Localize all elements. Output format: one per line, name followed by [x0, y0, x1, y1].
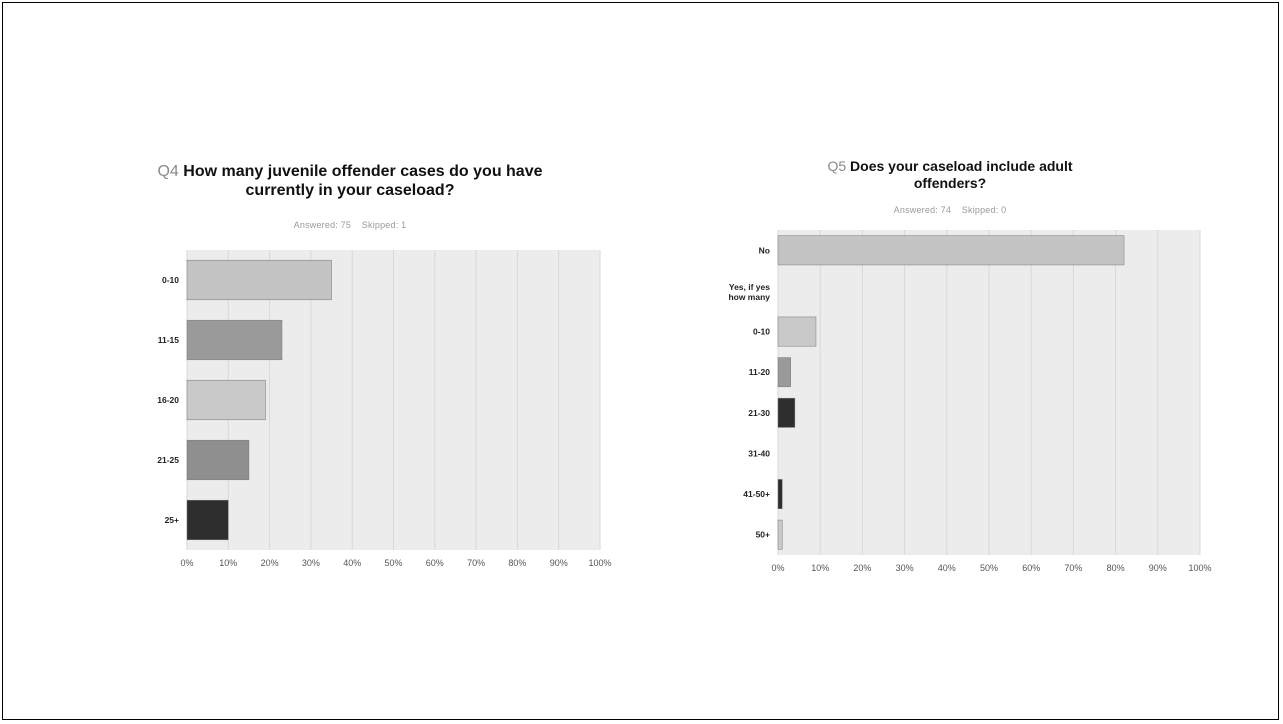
chart1-x-tick-label: 90% — [550, 558, 568, 568]
chart2-category-label: Yes, if yes how many — [728, 282, 770, 302]
chart1-x-tick-label: 10% — [219, 558, 237, 568]
chart2-bar — [777, 235, 1125, 266]
chart1-title: Q4 How many juvenile offender cases do y… — [150, 162, 550, 200]
chart2-skipped: Skipped: 0 — [961, 205, 1007, 215]
chart1-x-tick-label: 60% — [426, 558, 444, 568]
chart1-category-label: 0-10 — [162, 275, 179, 285]
chart2-x-tick-label: 20% — [853, 563, 871, 573]
chart1-x-tick-label: 50% — [384, 558, 402, 568]
chart2-category-label: 21-30 — [748, 408, 770, 418]
chart1-bar — [186, 379, 266, 421]
chart2-bar — [777, 479, 783, 509]
chart2-answered: Answered: 74 — [893, 205, 952, 215]
chart2-bar — [777, 357, 791, 388]
chart1-skipped: Skipped: 1 — [361, 220, 407, 230]
chart1-question-number: Q4 — [157, 163, 179, 180]
chart2-category-label: 0-10 — [753, 327, 770, 337]
chart1-bar — [186, 319, 283, 361]
chart2-question-number: Q5 — [827, 158, 847, 174]
chart2-response-counts: Answered: 74 Skipped: 0 — [790, 205, 1110, 215]
chart1-x-tick-label: 0% — [180, 558, 193, 568]
chart1-x-tick-label: 80% — [508, 558, 526, 568]
chart1-x-tick-label: 40% — [343, 558, 361, 568]
chart1-x-tick-label: 100% — [588, 558, 611, 568]
chart2-x-tick-label: 70% — [1064, 563, 1082, 573]
chart1-response-counts: Answered: 75 Skipped: 1 — [200, 220, 500, 230]
chart2-x-tick-label: 80% — [1107, 563, 1125, 573]
chart1-bar — [186, 259, 332, 301]
chart2-question-text: Does your caseload include adult offende… — [850, 158, 1073, 191]
chart2-category-label: 50+ — [756, 530, 770, 540]
chart2-category-label: 11-20 — [749, 367, 771, 377]
chart2-x-tick-label: 30% — [896, 563, 914, 573]
chart2-category-label: 41-50+ — [743, 489, 770, 499]
chart1-answered: Answered: 75 — [293, 220, 352, 230]
chart2-x-tick-label: 50% — [980, 563, 998, 573]
chart1-x-tick-label: 20% — [261, 558, 279, 568]
chart1-bar — [186, 439, 250, 481]
chart2-x-tick-label: 0% — [771, 563, 784, 573]
chart1-category-label: 21-25 — [157, 455, 179, 465]
chart1-category-label: 16-20 — [157, 395, 179, 405]
chart2-category-label: No — [759, 245, 770, 255]
chart2-bar — [777, 316, 817, 347]
chart1-category-label: 25+ — [165, 515, 179, 525]
chart2-bar — [777, 519, 783, 550]
chart1-x-tick-label: 30% — [302, 558, 320, 568]
chart2-x-tick-label: 100% — [1188, 563, 1211, 573]
chart2-category-label: 31-40 — [748, 448, 770, 458]
chart2-plot: 0% 10% 20% 30% 40% 50% 60% 70% 80% 90% 100% No Yes, … — [728, 230, 1212, 573]
chart2-title: Q5 Does your caseload include adult offe… — [790, 158, 1110, 192]
chart1-bar — [186, 499, 229, 541]
chart1-category-label: 11-15 — [158, 335, 180, 345]
chart1-plot: 0% 10% 20% 30% 40% 50% 60% 70% 80% 90% 100% 0-10 11-… — [157, 250, 612, 568]
chart2-x-tick-label: 40% — [938, 563, 956, 573]
chart2-x-tick-label: 10% — [811, 563, 829, 573]
chart2-x-tick-label: 60% — [1022, 563, 1040, 573]
chart2-x-tick-label: 90% — [1149, 563, 1167, 573]
chart2-bar — [777, 397, 796, 428]
chart1-x-tick-label: 70% — [467, 558, 485, 568]
chart1-question-text: How many juvenile offender cases do you … — [183, 163, 543, 200]
